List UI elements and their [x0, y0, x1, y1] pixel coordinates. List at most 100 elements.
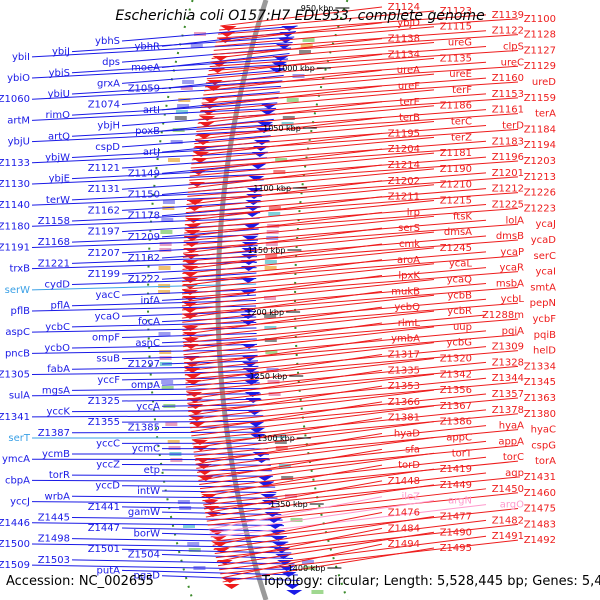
feature-block: [159, 350, 172, 354]
leader-line: [202, 77, 487, 100]
feature-block: [300, 44, 313, 48]
forward-gene-arrow: [248, 428, 265, 433]
gene-label: ycbQ: [394, 302, 420, 313]
gene-label: ureC: [501, 57, 524, 68]
gene-label: mgsA: [42, 385, 70, 396]
gene-label: Z1124: [388, 2, 420, 13]
leader-line: [189, 152, 435, 177]
gene-label: Z1060: [0, 94, 30, 105]
gene-label: ybhS: [95, 36, 120, 47]
leader-line: [221, 543, 383, 579]
feature-block: [177, 500, 190, 504]
gene-label: artQ: [48, 131, 70, 142]
leader-line: [183, 326, 435, 356]
gene-label: Z1196: [492, 152, 524, 163]
gene-label: terW: [46, 195, 70, 206]
gene-label: Z1245: [440, 243, 472, 254]
gene-label: hyaA: [499, 421, 524, 432]
leader-line: [183, 211, 383, 238]
feature-block: [161, 380, 174, 384]
leader-line: [187, 168, 435, 193]
gene-label: msbA: [496, 278, 524, 289]
leader-line: [210, 504, 487, 538]
leader-line: [182, 239, 519, 266]
tick-label: 1050 kbp: [263, 124, 301, 133]
leader-line: [182, 302, 519, 331]
gene-label: dps: [102, 57, 120, 68]
gene-label: serC: [534, 251, 556, 262]
leader-line: [161, 426, 265, 428]
gene-label: Z1386: [440, 417, 472, 428]
gene-label: Z1074: [88, 100, 120, 111]
leader-line: [185, 354, 383, 384]
leader-line: [71, 559, 295, 565]
leader-line: [190, 144, 519, 169]
forward-gene-arrow: [270, 536, 287, 541]
reverse-gene-arrow: [187, 200, 204, 205]
gene-label: Z1215: [440, 196, 472, 207]
leader-line: [71, 387, 261, 391]
leader-line: [194, 121, 435, 145]
gene-label: aspC: [5, 327, 30, 338]
leader-line: [186, 176, 519, 201]
feature-block: [264, 338, 277, 342]
tick-layer: 950 kbp 1000 kbp 1050 kbp 1100 kbp 1150 kbp 1…: [246, 4, 350, 573]
feature-block: [275, 446, 288, 450]
gene-label: ycaR: [500, 263, 525, 274]
leader-line: [196, 436, 435, 469]
gene-label: Z1335: [388, 365, 420, 376]
gene-label: ureG: [448, 38, 472, 49]
gene-label: terB: [399, 113, 420, 124]
feature-block: [274, 440, 287, 444]
leader-line: [197, 101, 383, 124]
forward-gene-labels: ybhS ybhR ybiJ ybiI dps moeA ybiS ybiO grxA Z1059…: [0, 36, 160, 582]
gene-label: Z1150: [128, 190, 160, 201]
gene-label: Z1204: [388, 144, 420, 155]
gene-label: torC: [503, 452, 524, 463]
gene-label: terD: [502, 120, 524, 131]
leader-line: [210, 42, 435, 64]
gene-label: torA: [535, 456, 556, 467]
gene-label: helD: [533, 346, 556, 357]
gene-label: Z1161: [492, 105, 524, 116]
feature-block: [268, 392, 281, 396]
reverse-gene-arrow: [205, 86, 222, 91]
gene-label: Z1288m: [482, 310, 524, 321]
feature-block: [165, 422, 178, 426]
gene-label: Z1445: [38, 512, 70, 523]
gene-label: ymbA: [391, 334, 420, 345]
gene-label: agp: [505, 468, 524, 479]
feature-block: [175, 110, 188, 114]
gene-label: Z1197: [88, 227, 120, 238]
leader-line: [121, 506, 280, 510]
gene-label: ycaJ: [536, 219, 557, 230]
gene-label: pepN: [530, 298, 556, 309]
gene-label: ileZ: [401, 492, 420, 503]
leader-line: [189, 389, 435, 421]
accession-text: Accession: NC_002655: [6, 574, 154, 589]
leader-line: [198, 448, 383, 481]
forward-gene-arrow: [246, 188, 263, 193]
gene-label: Z1211: [388, 192, 420, 203]
leader-line: [31, 63, 287, 79]
leader-line: [161, 228, 259, 238]
gene-label: Z1059: [128, 84, 160, 95]
feature-block: [282, 116, 295, 120]
gene-label: Z1501: [88, 544, 120, 555]
feature-block: [286, 98, 299, 102]
gene-label: ssuB: [96, 354, 120, 365]
leader-line: [31, 41, 293, 58]
leader-line: [214, 26, 435, 47]
gene-label: Z1180: [0, 221, 30, 232]
gene-label: Z1115: [440, 22, 472, 33]
forward-gene-arrow: [241, 344, 258, 349]
gene-label: Z1140: [0, 200, 30, 211]
leader-line: [206, 488, 487, 522]
gene-label: Z1477: [440, 511, 472, 522]
leader-line: [71, 343, 258, 349]
reverse-gene-arrow: [182, 326, 199, 331]
feature-block: [265, 242, 278, 246]
leader-line: [195, 433, 383, 465]
gene-label: pqiB: [534, 330, 556, 341]
gene-label: yccA: [136, 401, 160, 412]
